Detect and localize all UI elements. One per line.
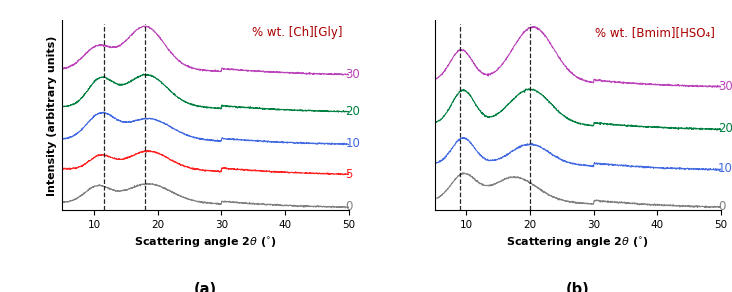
Text: 0: 0	[718, 200, 725, 213]
Text: % wt. [Bmim][HSO₄]: % wt. [Bmim][HSO₄]	[595, 26, 715, 39]
Text: (b): (b)	[566, 282, 590, 292]
Text: % wt. [Ch][Gly]: % wt. [Ch][Gly]	[253, 26, 343, 39]
Text: 30: 30	[718, 80, 732, 93]
Text: 20: 20	[718, 122, 732, 135]
Text: 5: 5	[346, 168, 353, 181]
Text: 0: 0	[346, 200, 353, 213]
X-axis label: Scattering angle 2$\theta$ ($^{\circ}$): Scattering angle 2$\theta$ ($^{\circ}$)	[507, 236, 649, 250]
Text: 20: 20	[346, 105, 360, 118]
X-axis label: Scattering angle 2$\theta$ ($^{\circ}$): Scattering angle 2$\theta$ ($^{\circ}$)	[134, 236, 277, 250]
Text: 30: 30	[346, 68, 360, 81]
Y-axis label: Intensity (arbitrary units): Intensity (arbitrary units)	[47, 35, 56, 196]
Text: (a): (a)	[194, 282, 217, 292]
Text: 10: 10	[346, 137, 360, 150]
Text: 10: 10	[718, 162, 732, 175]
